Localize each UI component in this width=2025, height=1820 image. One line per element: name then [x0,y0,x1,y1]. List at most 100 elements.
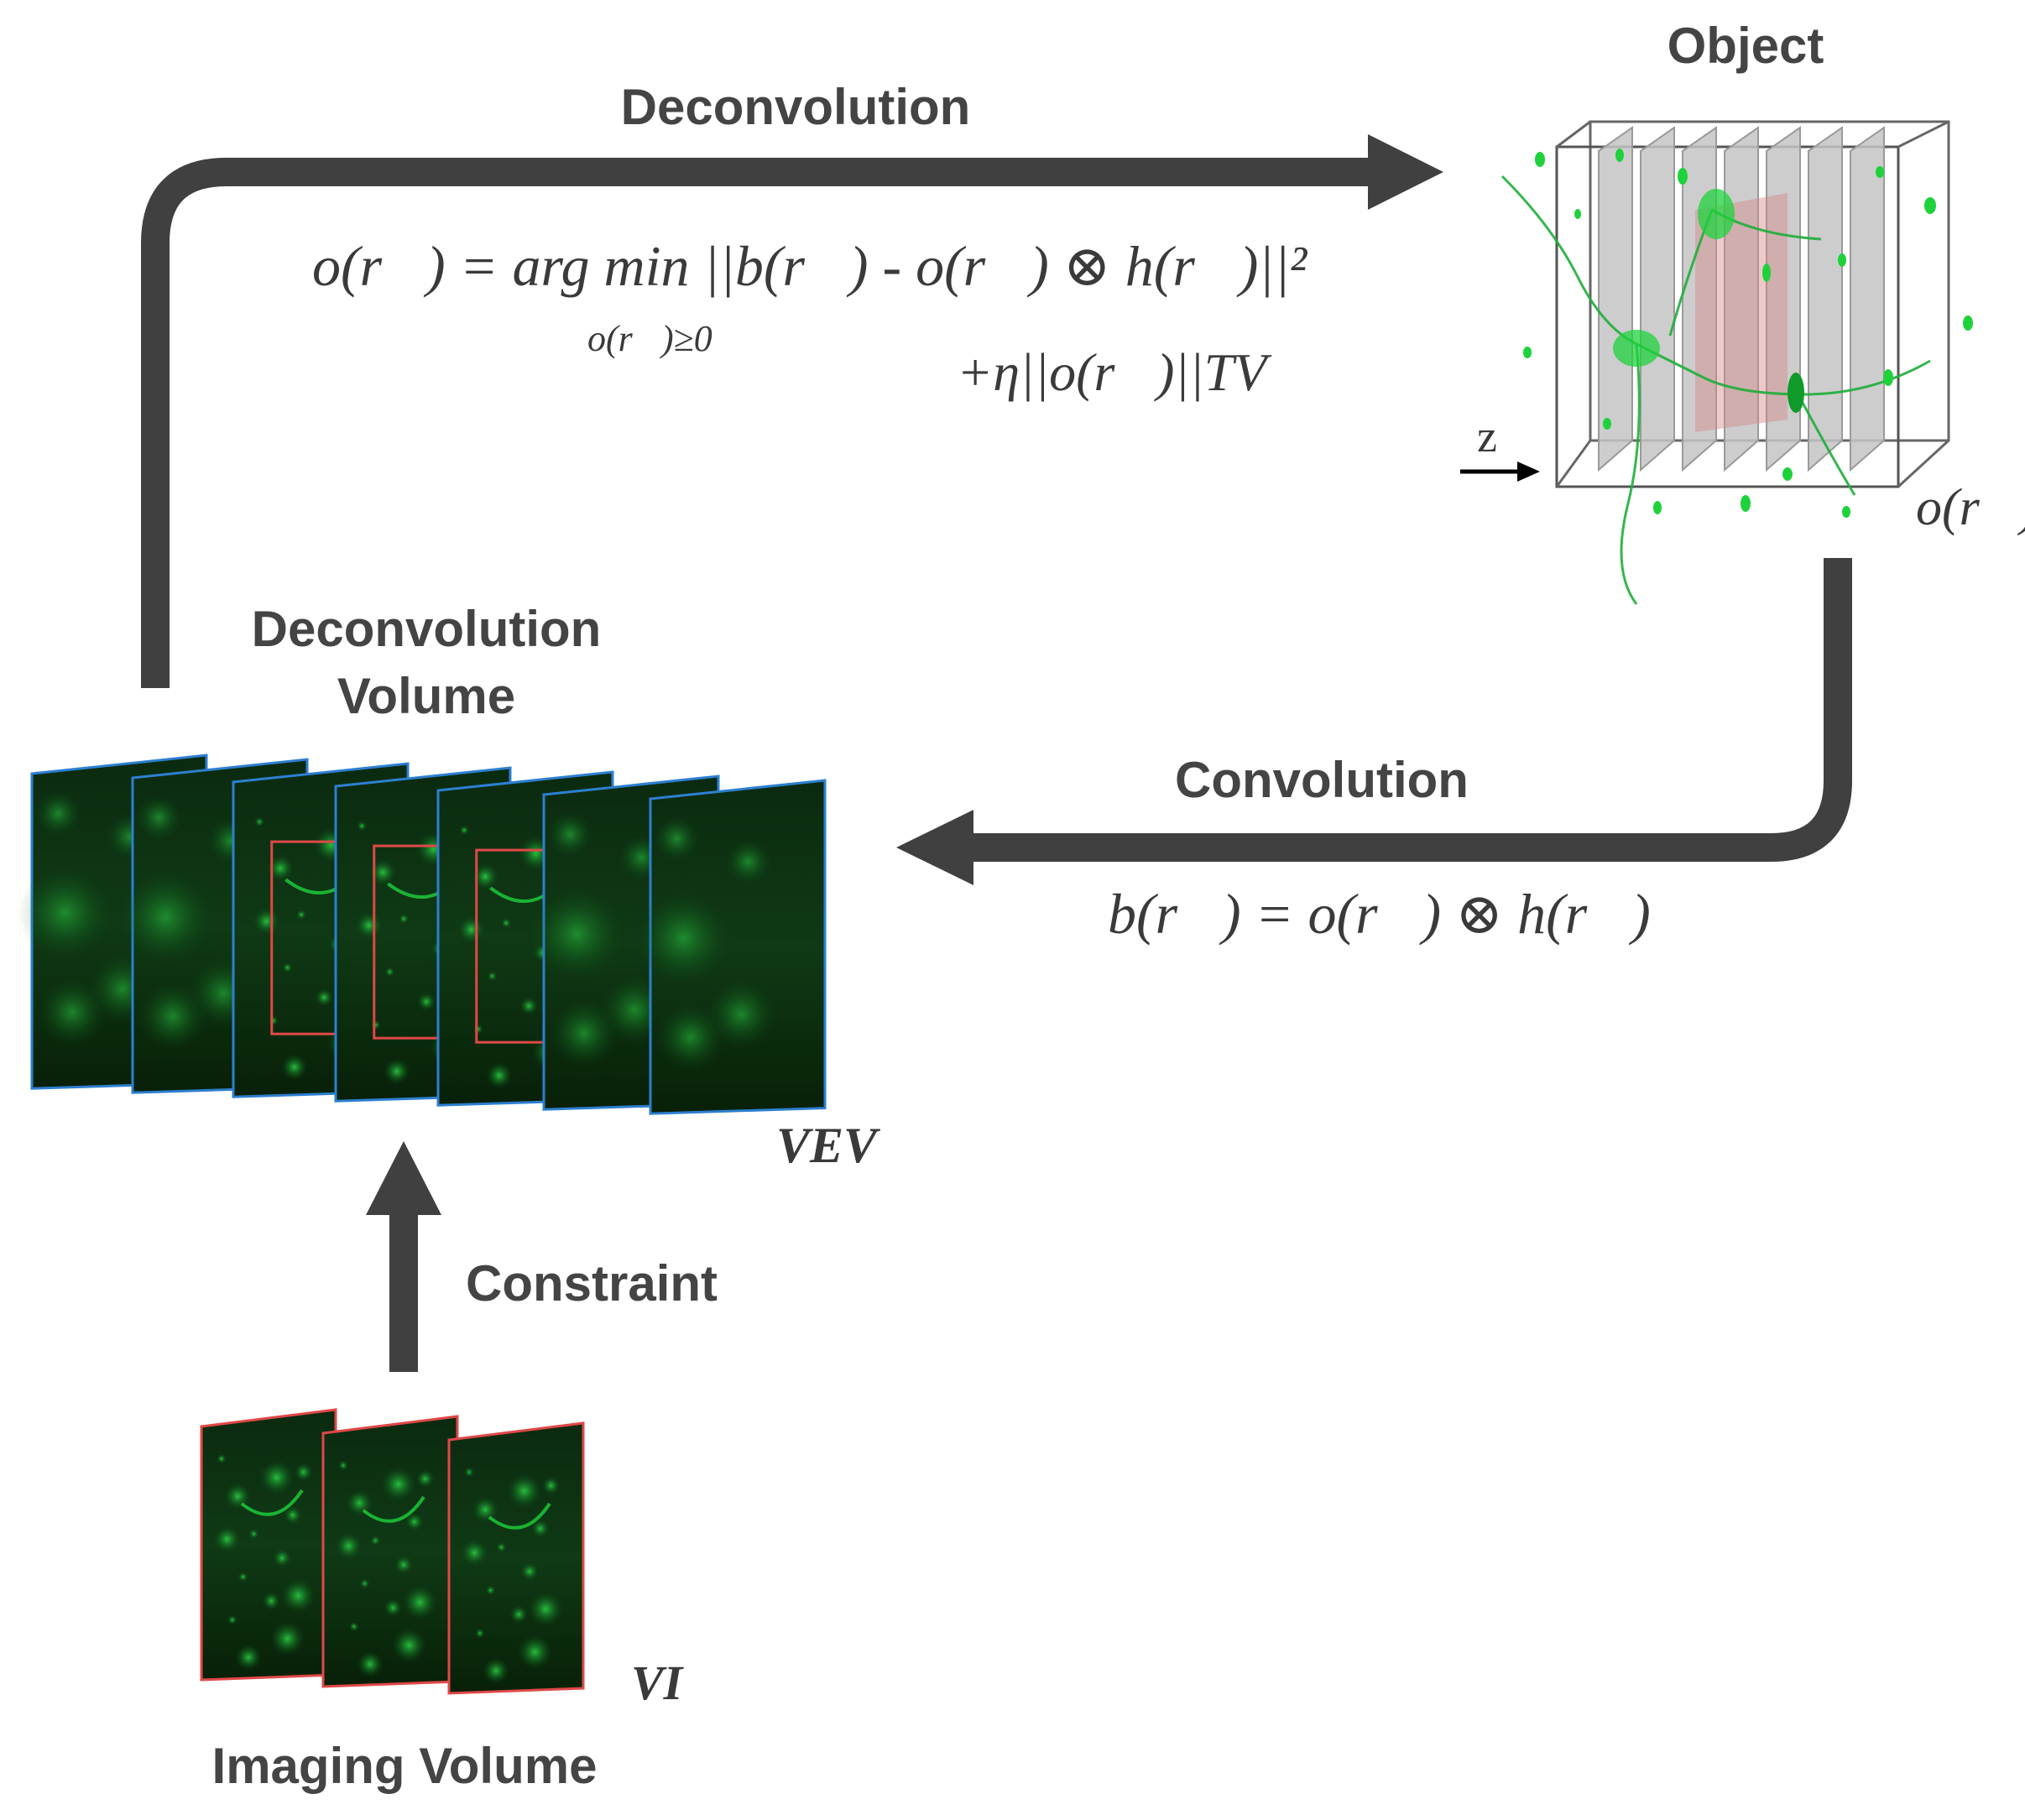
fluorescent-blob [472,1024,483,1035]
fluorescent-blob [273,1548,291,1567]
neurite [488,1502,551,1530]
fluorescent-blob [280,1053,308,1081]
fluorescent-blob [474,1628,485,1639]
neuron-soma-3 [1788,373,1804,413]
neurite [240,1489,304,1516]
fluorescent-blob [417,992,436,1011]
fluorescent-blob [213,1525,241,1553]
deconvolution-equation: o(r⃗) = arg min ||b(r⃗) - o(r⃗) ⊗ h(r⃗)|… [312,234,1308,298]
highlighted-plane [1695,193,1788,432]
fluorescent-blob [36,977,107,1048]
fluorescent-blob [369,858,397,886]
fluorescent-blob [267,854,295,882]
fluorescent-blob [135,794,183,842]
fluorescent-blob [235,1644,262,1671]
fluorescent-blob [520,1562,539,1581]
fluorescent-blob [464,1467,474,1478]
fluorescent-blob [541,1476,561,1495]
v-ev-label: VEV [776,1118,881,1173]
fluorescent-blob [269,1620,305,1656]
deconvolution-label: Deconvolution [621,79,971,135]
convolution-equation: b(r⃗) = o(r⃗) ⊗ h(r⃗) [1108,882,1651,946]
fluorescent-blob [137,981,208,1052]
fluorescent-blob [530,1519,550,1538]
object-volume: z [1460,120,1973,605]
fluorescent-blob [253,907,280,935]
fluorescent-blob [519,996,539,1015]
deconvolution-regularizer: +η||o(r⃗)||TV [957,342,1272,402]
fluorescent-blob [483,1657,509,1685]
fluorescent-blob [724,838,772,886]
fluorescent-blob [217,1453,227,1464]
imaging-volume-stack [200,1408,585,1695]
object-label: Object [1667,18,1824,74]
fluorescent-blob [248,1529,259,1539]
fluorescent-blob [224,1483,252,1510]
fluorescent-blob [335,1532,363,1560]
fluorescent-blob [338,1460,348,1471]
fluorescent-blob [636,890,731,985]
convolution-arrow [896,558,1852,885]
fluorescent-blob [501,918,512,928]
imaging-slice [200,1408,337,1682]
object-symbol: o(r⃗) [1916,479,2025,536]
fluorescent-blob [415,1469,435,1489]
constraint-arrow [366,1141,441,1372]
deconvolution-arrow [141,134,1443,688]
fluorescent-specks [1523,149,1973,518]
fluorescent-blob [383,1057,410,1085]
fluorescent-blob [485,1061,513,1089]
fluorescent-blob [487,971,498,982]
convolution-label: Convolution [1175,752,1469,808]
fluorescent-blob [348,1621,359,1632]
fluorescent-blob [391,1627,427,1663]
deconvolution-volume-label-line2: Volume [337,668,515,724]
fluorescent-blob [254,816,265,827]
fluorescent-blob [528,1591,564,1627]
fluorescent-blob [380,1466,416,1502]
fluorescent-blob [653,815,701,863]
fluorescent-blob [294,1463,313,1482]
fluorescent-blob [457,915,485,943]
fluorescent-blob [506,1473,542,1509]
fluorescent-blob [18,865,112,960]
fluorescent-blob [517,1634,553,1670]
fluorescent-blob [546,811,594,858]
z-axis-label: z [1477,411,1497,462]
fluorescent-blob [402,1584,438,1620]
neuron-soma-2 [1698,189,1735,239]
fluorescent-blob [296,910,307,920]
fluorescent-blob [237,1572,248,1583]
fluorescent-blob [509,1605,529,1624]
fluorescent-blob [280,1578,316,1614]
imaging-slice [447,1421,585,1695]
imaging-slice [321,1415,459,1688]
fluorescent-blob [472,863,499,890]
fluorescent-blob [258,1459,295,1495]
deconvolution-slice [636,779,827,1115]
fluorescent-blob [399,914,410,924]
fluorescent-blob [496,1542,507,1552]
neurite [362,1495,425,1523]
fluorescent-blob [530,886,624,981]
fluorescent-blob [359,1578,370,1589]
fluorescent-blob [404,1512,424,1531]
fluorescent-blob [472,1496,499,1524]
neuron-soma-1 [1613,330,1660,367]
deconvolution-volume-label-line1: Deconvolution [252,601,602,657]
fluorescent-blob [357,1651,384,1678]
fluorescent-blob [384,967,395,978]
imaging-volume-label: Imaging Volume [212,1738,598,1794]
fluorescent-blob [227,1614,237,1625]
fluorescent-blob [357,821,368,832]
fluorescent-blob [34,790,82,837]
deconvolution-volume-stack [18,754,827,1115]
fluorescent-blob [548,998,619,1069]
fluorescent-blob [384,1598,403,1617]
fluorescent-blob [282,962,293,973]
fluorescent-blob [268,1015,279,1026]
fluorescent-blob [655,1002,726,1073]
deconvolution-equation-subscript: o(r⃗)≥0 [587,318,712,359]
neuron-icon [1500,175,1931,605]
fluorescent-blob [346,1489,373,1517]
